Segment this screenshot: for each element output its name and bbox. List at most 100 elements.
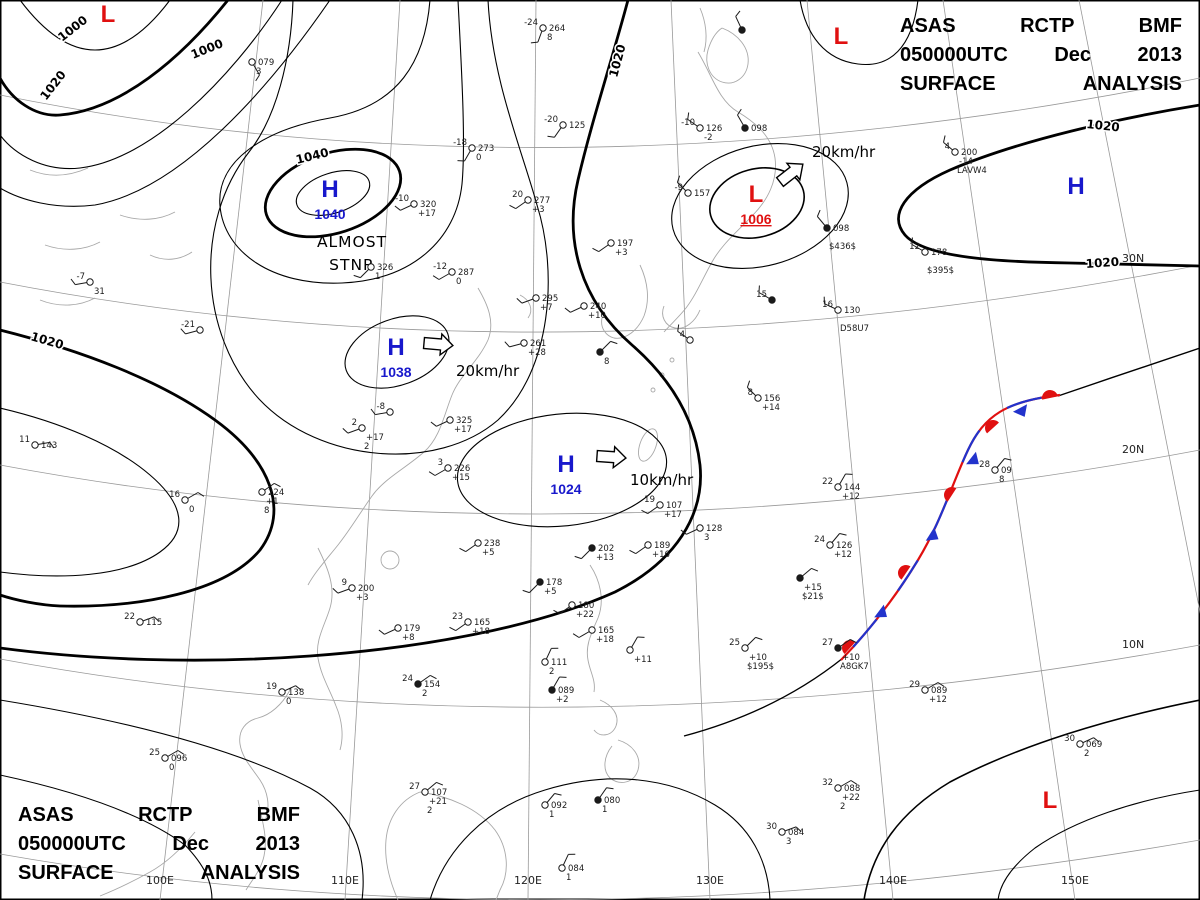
station-circle-icon	[834, 483, 842, 491]
station-value: 24	[814, 535, 825, 545]
station-value: 25	[729, 638, 740, 648]
station-value: 115	[146, 618, 162, 628]
station-circle-icon	[834, 784, 842, 792]
station-circle-icon	[834, 306, 842, 314]
warm-front-marker	[985, 420, 999, 434]
wind-barb-tick	[516, 298, 523, 304]
station-value: 0	[286, 697, 291, 707]
station-circle-icon	[367, 263, 375, 271]
station-value: 3	[438, 458, 443, 468]
station-value: 107	[431, 788, 447, 798]
station-plot: 12 178 $395$	[909, 237, 954, 276]
coastline	[317, 547, 343, 751]
coastline	[239, 689, 291, 819]
pressure-center-letter: L	[1043, 787, 1058, 814]
wind-barb-tick	[943, 135, 946, 143]
coastline-hainan	[380, 550, 400, 570]
low-pressure-center: L 1006	[740, 181, 771, 227]
station-circle-icon	[536, 578, 544, 586]
wind-barb-tick	[816, 209, 821, 217]
station-value: 178	[931, 248, 947, 258]
station-circle-icon	[558, 864, 566, 872]
isobar-bold	[0, 0, 230, 117]
station-value: +16	[652, 550, 670, 560]
station-circle-icon	[686, 336, 694, 344]
station-value: +8	[402, 633, 415, 643]
station-value: 157	[694, 189, 710, 199]
coastline	[419, 791, 507, 900]
front-line-cold	[840, 393, 1061, 661]
arrow-speed-label: 10km/hr	[630, 471, 694, 489]
coastline	[519, 294, 532, 319]
warm-front-marker	[842, 640, 856, 654]
isobar-bold-1020	[0, 0, 702, 662]
station-circle-icon	[596, 348, 604, 356]
station-plot: -10 126-2	[681, 112, 722, 143]
station-value: +17	[454, 425, 472, 435]
station-circle-icon	[348, 584, 356, 592]
coastline	[119, 211, 176, 220]
station-circle-icon	[823, 224, 831, 232]
station-circle-icon	[778, 828, 786, 836]
station-plot: -10 320+17	[394, 194, 436, 219]
station-value: 2	[840, 802, 845, 812]
station-value: 202	[598, 544, 614, 554]
station-value: 200	[358, 584, 374, 594]
station-value: 098	[833, 224, 849, 234]
low-pressure-center: L	[1043, 787, 1058, 814]
isobar-label: 1020	[29, 329, 65, 352]
station-circle-icon	[1076, 740, 1084, 748]
station-circle-icon	[568, 601, 576, 609]
station-plot: 27 107+212	[409, 781, 447, 816]
station-circle-icon	[410, 200, 418, 208]
station-value: 128	[706, 524, 722, 534]
station-value: 19	[266, 682, 277, 692]
analysis-title-top-right: ASAS RCTP BMF 050000UTC Dec 2013 SURFACE…	[900, 12, 1182, 99]
wind-barb-tick	[746, 380, 751, 388]
pressure-center-letter: H	[321, 176, 338, 203]
wind-barb-tick	[811, 567, 819, 572]
station-value: +17	[664, 510, 682, 520]
cold-front-marker	[1012, 404, 1028, 417]
station-value: 2	[364, 442, 369, 452]
isobar	[0, 0, 331, 207]
coastline	[593, 699, 618, 736]
station-value: 080	[604, 796, 620, 806]
station-value: -9	[675, 183, 683, 193]
station-plot: 295+7	[516, 294, 558, 313]
arrow-speed-label: 20km/hr	[456, 362, 520, 380]
low-pressure-center: L	[101, 1, 116, 28]
station-circle-icon	[626, 646, 634, 654]
isobar	[344, 315, 450, 389]
station-value: +11	[634, 655, 652, 665]
station-plot: -9 157	[675, 175, 710, 199]
station-value: 24	[402, 674, 413, 684]
station-plot: 11 143	[19, 435, 57, 451]
longitude-line	[670, 0, 711, 900]
wind-barb-tick	[353, 274, 361, 279]
station-value: +12	[842, 492, 860, 502]
coastline	[601, 264, 648, 339]
station-value: +10	[749, 653, 767, 663]
station-value: 126	[706, 124, 722, 134]
wind-barb-tick	[755, 636, 763, 641]
station-plot: 189+16	[629, 541, 670, 560]
station-value: 3	[256, 67, 261, 77]
station-circle-icon	[524, 196, 532, 204]
station-value: -14	[959, 157, 973, 167]
station-circle-icon	[181, 496, 189, 504]
station-value: 8	[748, 388, 753, 398]
analysis-title-line: 050000UTC Dec 2013	[18, 833, 300, 855]
station-plot: 32 088+222	[822, 778, 860, 812]
wind-barb-tick	[530, 41, 538, 44]
station-circle-icon	[580, 302, 588, 310]
station-plot: 29 089+12	[909, 680, 947, 705]
station-value: +12	[834, 550, 852, 560]
pressure-center-value: 1024	[550, 481, 581, 497]
station-plot	[735, 10, 746, 34]
station-value: 28	[979, 460, 990, 470]
station-value: 273	[478, 144, 494, 154]
